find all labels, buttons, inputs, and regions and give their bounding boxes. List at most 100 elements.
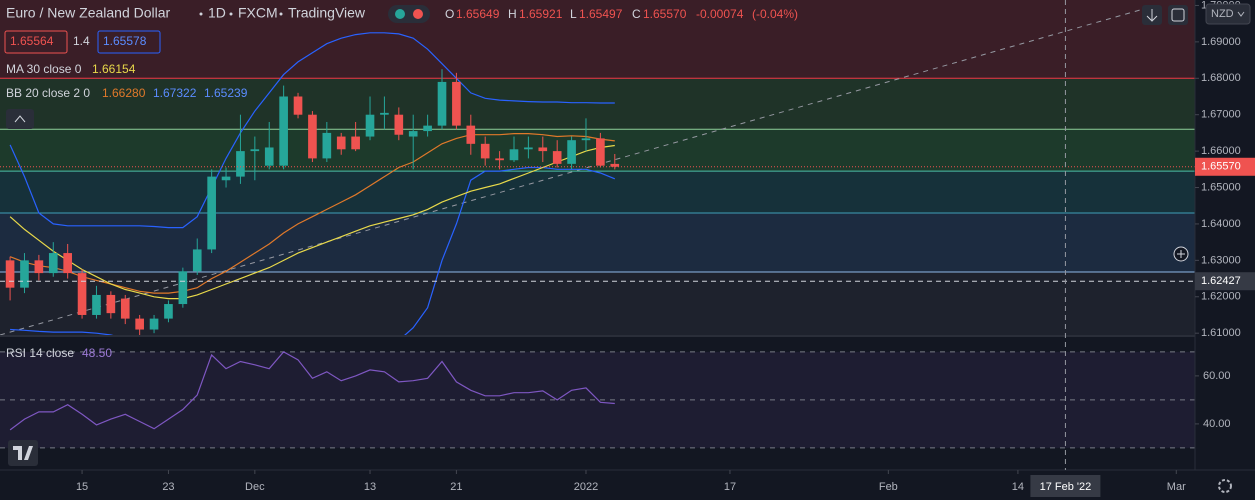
- y-tick-label: 1.63000: [1201, 254, 1241, 266]
- rsi-y-tick-label: 40.00: [1203, 418, 1231, 430]
- candle-body: [394, 114, 404, 135]
- ohlc-label: O: [445, 7, 454, 21]
- zone: [0, 78, 1195, 130]
- x-tick-label: 21: [450, 481, 462, 493]
- crosshair-price-label: 1.62427: [1201, 275, 1241, 287]
- x-tick-label: Feb: [879, 481, 898, 493]
- candle-body: [34, 260, 44, 274]
- interval: 1D: [208, 5, 226, 21]
- bb-upper-value: 1.67322: [153, 86, 197, 100]
- source: FXCM: [238, 5, 278, 21]
- candle-body: [322, 132, 332, 159]
- y-tick-label: 1.62000: [1201, 291, 1241, 303]
- candle-body: [293, 96, 303, 115]
- x-tick-label: 15: [76, 481, 88, 493]
- x-tick-label: 13: [364, 481, 376, 493]
- currency: NZD: [1211, 8, 1234, 20]
- last-price-label: 1.65570: [1201, 161, 1241, 173]
- candle-body: [308, 114, 317, 159]
- crosshair-date-label: 17 Feb '22: [1040, 481, 1092, 493]
- market-status[interactable]: [388, 5, 430, 23]
- candle-body: [336, 136, 346, 150]
- price-axis-bg: [1195, 0, 1255, 470]
- rsi-y-tick-label: 60.00: [1203, 370, 1231, 382]
- candle-body: [365, 114, 375, 137]
- separator: [229, 12, 233, 16]
- candle-body: [221, 176, 231, 181]
- rsi-line: [9, 351, 615, 431]
- separator: [199, 12, 203, 16]
- status-dot: [395, 9, 405, 19]
- candle-body: [20, 260, 29, 288]
- ohlc-value: 1.65570: [643, 7, 687, 21]
- ohlc-value: 1.65921: [519, 7, 563, 21]
- candle-body: [567, 140, 576, 164]
- candle-body: [279, 96, 288, 166]
- candle-body: [149, 318, 159, 330]
- x-tick-label: 23: [162, 481, 174, 493]
- candle-body: [106, 294, 116, 314]
- zone: [0, 272, 1195, 335]
- ask: 1.65578: [103, 34, 147, 48]
- logo[interactable]: [8, 440, 38, 466]
- axes: 1.700001.690001.680001.670001.660001.650…: [76, 0, 1255, 497]
- candle-body: [77, 273, 87, 315]
- last-price-tag: [1195, 157, 1255, 176]
- candle-body: [581, 138, 591, 141]
- ohlc-value: 1.65497: [579, 7, 623, 21]
- crosshair-price-tag: [1195, 272, 1255, 291]
- arrow-icon: [1146, 9, 1158, 22]
- plus-icon: [1177, 250, 1185, 258]
- y-tick-label: 1.64000: [1201, 218, 1241, 230]
- candle-body: [524, 147, 533, 150]
- ma-value: 1.66154: [92, 62, 136, 76]
- bid-box[interactable]: [4, 30, 68, 54]
- rsi-value: 48.50: [82, 346, 112, 360]
- candle-body: [178, 271, 188, 305]
- symbol-title: Euro / New Zealand Dollar: [6, 5, 171, 21]
- y-tick-label: 1.69000: [1201, 36, 1241, 48]
- ask-box[interactable]: [97, 30, 161, 54]
- ohlc-value: 1.65649: [456, 7, 500, 21]
- separator: [279, 12, 283, 16]
- fullscreen-icon: [1171, 8, 1185, 22]
- bb-upper: [9, 32, 615, 229]
- candle-body: [408, 131, 418, 137]
- y-tick-label: 1.65000: [1201, 181, 1241, 193]
- settings-icon[interactable]: [1218, 479, 1232, 493]
- candle-body: [135, 318, 144, 330]
- candle-body: [552, 151, 562, 164]
- candle-body: [5, 260, 15, 288]
- candle-body: [437, 81, 447, 126]
- ohlc-label: L: [570, 7, 577, 21]
- y-tick-label: 1.61000: [1201, 327, 1241, 339]
- candle-body: [423, 125, 432, 132]
- x-tick-label: 17: [724, 481, 736, 493]
- ma-line: [9, 144, 615, 300]
- candle-body: [480, 143, 490, 159]
- x-tick-label: 2022: [574, 481, 598, 493]
- candle-body: [236, 151, 245, 177]
- candle-body: [452, 81, 461, 126]
- candle-body: [509, 149, 519, 161]
- status-dot: [413, 9, 423, 19]
- candle-body: [264, 147, 274, 166]
- bb-basis-value: 1.66280: [102, 86, 146, 100]
- rsi-pane-bg: [0, 337, 1195, 470]
- collapse-legend-button[interactable]: [6, 109, 34, 129]
- bb-legend: BB 20 close 2 0: [6, 86, 90, 100]
- zone: [0, 0, 1195, 79]
- currency-select[interactable]: [1205, 3, 1251, 25]
- candle-body: [538, 147, 548, 152]
- fullscreen-button[interactable]: [1168, 5, 1188, 25]
- dropdown-icon: [1237, 11, 1245, 17]
- candle-body: [596, 138, 605, 166]
- y-tick-label: 1.68000: [1201, 72, 1241, 84]
- bb-lower-value: 1.65239: [204, 86, 248, 100]
- bb-lower: [10, 166, 616, 335]
- rsi-pane: [0, 351, 1195, 449]
- x-tick-label: Dec: [245, 481, 265, 493]
- candle-body: [48, 253, 58, 274]
